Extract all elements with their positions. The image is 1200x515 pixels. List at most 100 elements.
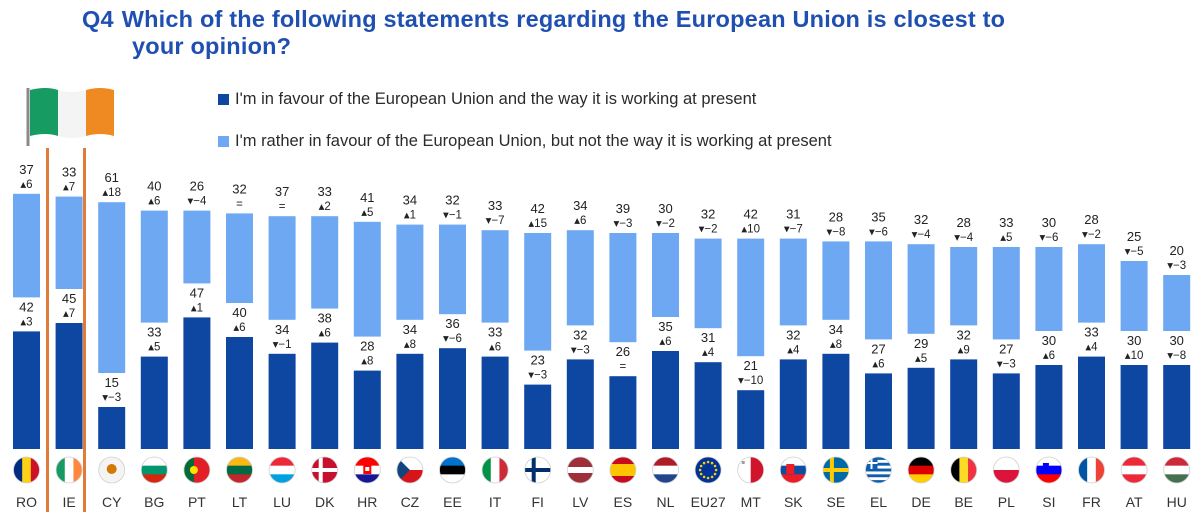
change-label-favour-working: ▾−3 xyxy=(571,344,590,356)
category-label-lu: LU xyxy=(273,494,291,510)
category-label-nl: NL xyxy=(657,494,675,510)
change-label-favour-working: ▴6 xyxy=(489,342,501,354)
bar-favour-not-working-lt xyxy=(226,213,253,303)
flag-dk-icon xyxy=(311,456,339,484)
change-label-favour-working: ▴6 xyxy=(319,328,331,340)
value-label-favour-not-working: 32 xyxy=(701,207,715,222)
change-label-favour-not-working: ▾−2 xyxy=(656,218,675,230)
change-label-favour-working: ▴4 xyxy=(1085,342,1098,354)
change-label-favour-not-working: ▾−3 xyxy=(1167,260,1186,272)
bar-favour-not-working-ro xyxy=(13,193,40,298)
title-line-2: your opinion? xyxy=(132,33,292,59)
bar-favour-not-working-lv xyxy=(566,230,594,326)
category-label-eu27: EU27 xyxy=(691,494,726,510)
change-label-favour-not-working: ▾−8 xyxy=(826,226,845,238)
category-label-se: SE xyxy=(827,494,846,510)
bar-favour-working-ie xyxy=(55,323,83,449)
change-label-favour-not-working: ▾−2 xyxy=(1082,229,1101,241)
change-label-favour-working: ▴6 xyxy=(1043,350,1055,362)
value-label-favour-working: 32 xyxy=(786,327,800,342)
bar-favour-not-working-se xyxy=(822,241,850,320)
category-label-lv: LV xyxy=(572,494,589,510)
category-label-pl: PL xyxy=(998,494,1015,510)
category-label-lt: LT xyxy=(232,494,248,510)
bar-favour-not-working-es xyxy=(609,233,637,343)
value-label-favour-not-working: 25 xyxy=(1127,229,1141,244)
bar-favour-not-working-ee xyxy=(439,224,466,315)
flag-ie-icon xyxy=(55,456,83,484)
bar-favour-working-lt xyxy=(226,337,253,449)
bar-favour-not-working-cz xyxy=(396,224,424,320)
change-label-favour-not-working: ▾−4 xyxy=(912,229,931,241)
flag-es-icon xyxy=(609,456,637,484)
value-label-favour-working: 27 xyxy=(871,341,885,356)
value-label-favour-working: 30 xyxy=(1169,333,1183,348)
value-label-favour-working: 32 xyxy=(956,327,970,342)
bar-favour-working-bg xyxy=(140,356,168,449)
flag-hu-icon xyxy=(1163,456,1191,484)
bar-favour-working-es xyxy=(609,376,637,449)
flag-de-icon xyxy=(907,456,935,484)
value-label-favour-not-working: 42 xyxy=(743,207,757,222)
change-label-favour-not-working: ▴18 xyxy=(102,187,121,199)
category-label-at: AT xyxy=(1126,494,1143,510)
flag-eu-icon xyxy=(694,456,722,484)
bar-favour-working-el xyxy=(865,373,892,449)
category-label-cy: CY xyxy=(102,494,122,510)
ireland-highlight-frame xyxy=(46,148,86,512)
flag-pt-icon xyxy=(183,456,211,484)
value-label-favour-working: 21 xyxy=(743,358,757,373)
change-label-favour-working: ▾−3 xyxy=(528,370,547,382)
bar-favour-working-fr xyxy=(1078,356,1105,449)
value-label-favour-working: 26 xyxy=(616,344,630,359)
value-label-favour-working: 36 xyxy=(445,316,459,331)
change-label-favour-not-working: ▴1 xyxy=(404,210,416,222)
value-label-favour-working: 35 xyxy=(658,319,672,334)
bar-favour-working-at xyxy=(1120,365,1148,449)
value-label-favour-working: 34 xyxy=(403,322,417,337)
category-label-it: IT xyxy=(489,494,502,510)
value-label-favour-not-working: 32 xyxy=(445,193,459,208)
value-label-favour-not-working: 31 xyxy=(786,207,800,222)
bar-favour-not-working-pt xyxy=(183,210,211,284)
flag-si-icon xyxy=(1035,456,1063,484)
value-label-favour-working: 23 xyxy=(530,353,544,368)
value-label-favour-working: 45 xyxy=(62,291,76,306)
legend-item-favour-not-working: I'm rather in favour of the European Uni… xyxy=(218,132,832,151)
value-label-favour-not-working: 35 xyxy=(871,209,885,224)
bar-favour-working-it xyxy=(481,356,509,449)
category-label-fi: FI xyxy=(531,494,543,510)
bar-favour-not-working-it xyxy=(481,230,509,323)
bar-favour-not-working-cy xyxy=(98,202,126,373)
bar-favour-working-sk xyxy=(779,359,807,449)
bar-favour-working-cz xyxy=(396,353,424,449)
category-label-cz: CZ xyxy=(401,494,420,510)
bar-favour-working-lv xyxy=(566,359,594,449)
change-label-favour-working: ▴9 xyxy=(958,344,970,356)
change-label-favour-not-working: ▾−3 xyxy=(613,218,632,230)
category-label-hr: HR xyxy=(357,494,377,510)
value-label-favour-not-working: 33 xyxy=(488,198,502,213)
bar-favour-not-working-hr xyxy=(353,221,381,337)
change-label-favour-not-working: ▴6 xyxy=(574,215,586,227)
change-label-favour-not-working: ▾−7 xyxy=(784,224,803,236)
value-label-favour-not-working: 33 xyxy=(62,165,76,180)
bar-favour-working-be xyxy=(950,359,978,449)
category-label-ie: IE xyxy=(62,494,75,510)
flag-el-icon xyxy=(865,456,892,484)
flag-lu-icon xyxy=(268,456,296,484)
category-label-pt: PT xyxy=(188,494,206,510)
value-label-favour-not-working: 26 xyxy=(190,179,204,194)
legend-label: I'm in favour of the European Union and … xyxy=(235,90,757,108)
bar-favour-working-de xyxy=(907,367,935,449)
bar-favour-not-working-bg xyxy=(140,210,168,323)
bar-favour-not-working-de xyxy=(907,244,935,334)
bar-favour-not-working-fi xyxy=(524,233,552,351)
change-label-favour-working: ▾−6 xyxy=(443,333,462,345)
bar-favour-not-working-nl xyxy=(652,233,679,317)
category-label-ro: RO xyxy=(16,494,37,510)
bar-favour-working-nl xyxy=(652,351,679,449)
change-label-favour-working: ▴1 xyxy=(191,302,203,314)
change-label-favour-not-working: ▾−6 xyxy=(869,226,888,238)
flag-se-icon xyxy=(822,456,850,484)
